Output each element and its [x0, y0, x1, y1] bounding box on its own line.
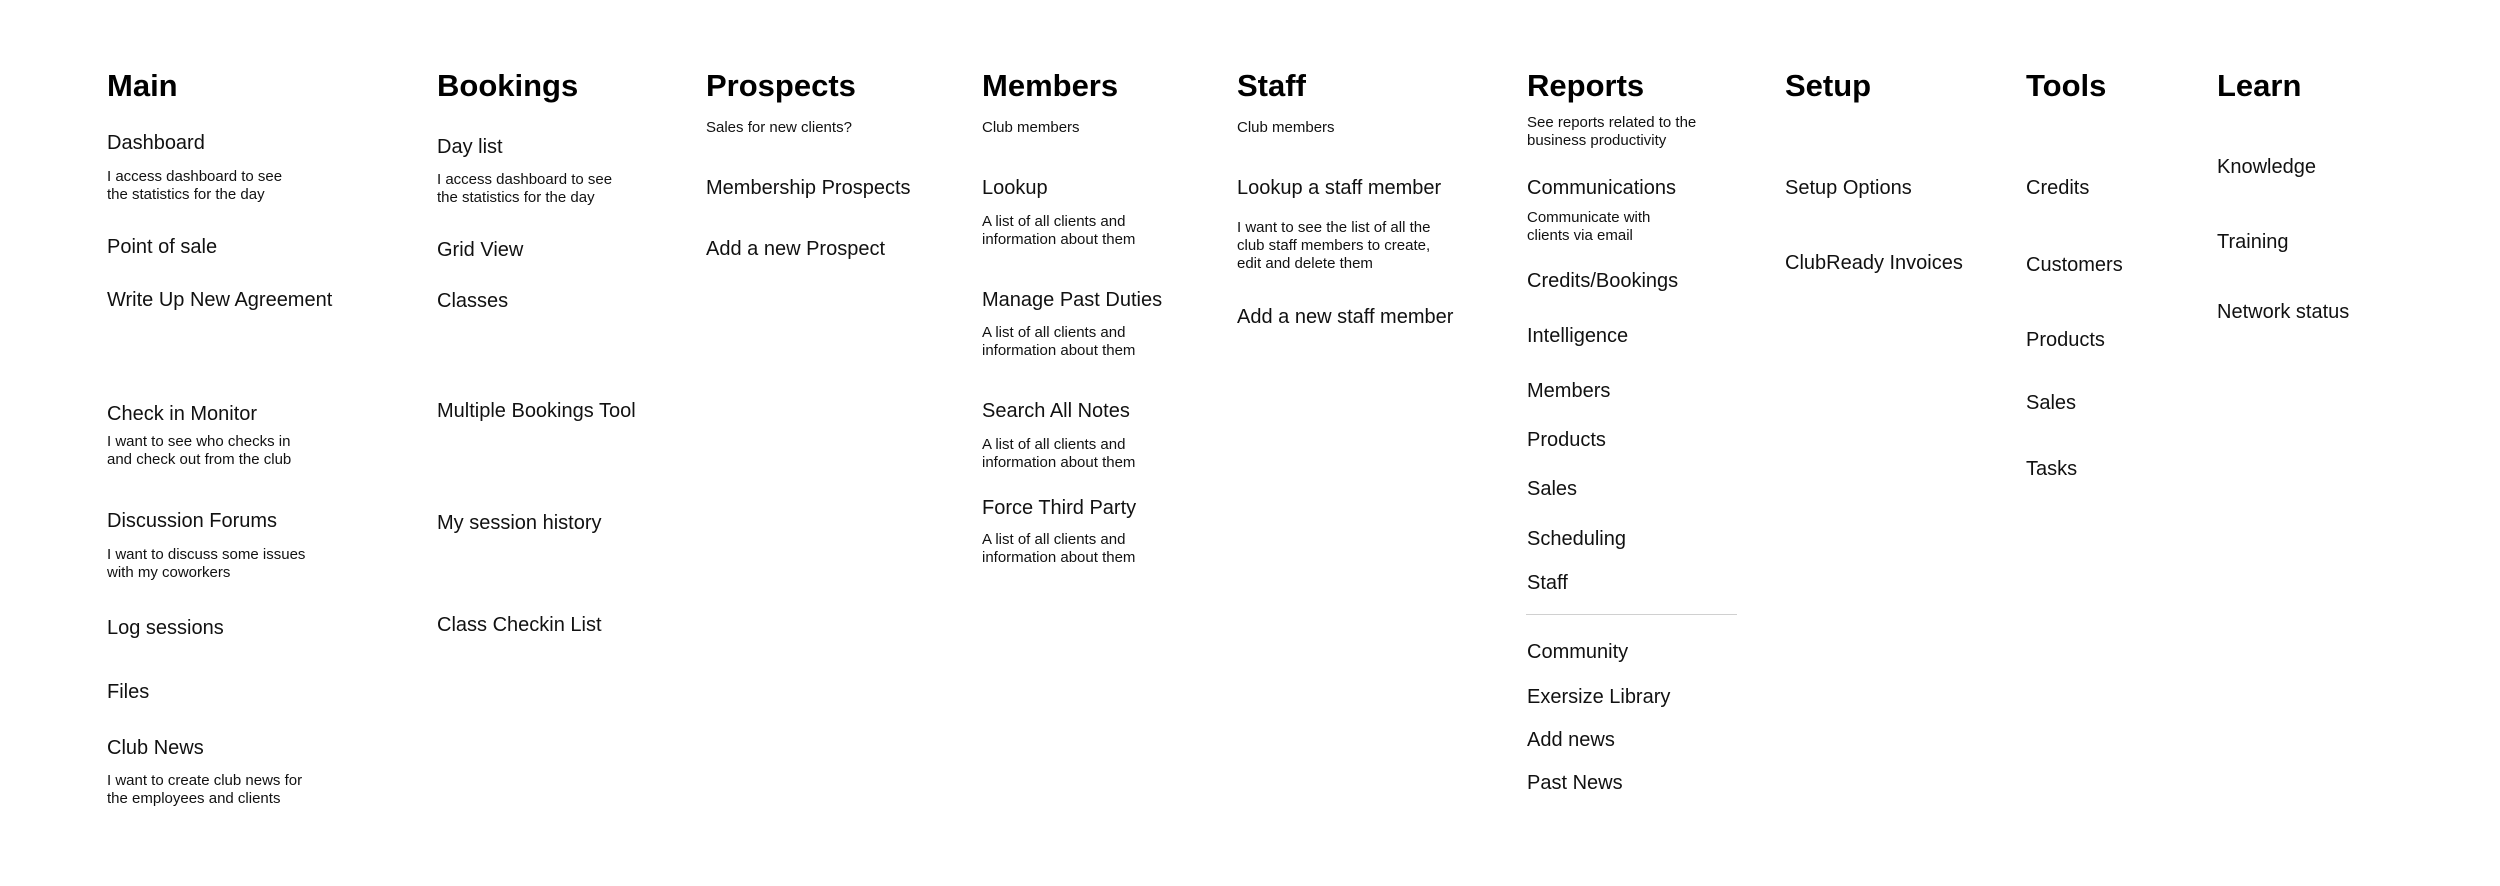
menu-item-learn-network-status[interactable]: Network status	[2217, 301, 2350, 323]
menu-item-description: I want to discuss some issues with my co…	[107, 546, 306, 581]
column-subtitle-members: Club members	[982, 119, 1080, 136]
menu-item-reports-exersize-library[interactable]: Exersize Library	[1527, 686, 1671, 708]
menu-item-reports-staff[interactable]: Staff	[1527, 572, 1568, 594]
menu-item-description: A list of all clients and information ab…	[982, 324, 1136, 359]
column-heading-prospects: Prospects	[706, 68, 856, 103]
menu-item-prospects-add-a-new-prospect[interactable]: Add a new Prospect	[706, 238, 885, 260]
menu-item-bookings-day-list[interactable]: Day list	[437, 136, 503, 158]
menu-item-learn-training[interactable]: Training	[2217, 231, 2289, 253]
menu-item-bookings-my-session-history[interactable]: My session history	[437, 512, 602, 534]
menu-item-description: I access dashboard to see the statistics…	[437, 171, 613, 206]
menu-item-main-discussion-forums[interactable]: Discussion Forums	[107, 510, 278, 532]
menu-item-description: Communicate with clients via email	[1527, 209, 1651, 244]
column-heading-members: Members	[982, 68, 1119, 103]
menu-item-description: I want to create club news for the emplo…	[107, 772, 303, 807]
menu-item-description: I access dashboard to see the statistics…	[107, 168, 283, 203]
menu-item-reports-past-news[interactable]: Past News	[1527, 772, 1623, 794]
column-heading-reports: Reports	[1527, 68, 1645, 103]
column-heading-learn: Learn	[2217, 68, 2302, 103]
menu-item-main-log-sessions[interactable]: Log sessions	[107, 617, 224, 639]
menu-item-bookings-multiple-bookings-tool[interactable]: Multiple Bookings Tool	[437, 400, 636, 422]
menu-item-bookings-grid-view[interactable]: Grid View	[437, 239, 524, 261]
menu-item-learn-knowledge[interactable]: Knowledge	[2217, 156, 2316, 178]
column-heading-bookings: Bookings	[437, 68, 579, 103]
menu-item-description: I want to see the list of all the club s…	[1237, 219, 1431, 272]
menu-item-members-force-third-party[interactable]: Force Third Party	[982, 497, 1137, 519]
column-subtitle-prospects: Sales for new clients?	[706, 119, 852, 136]
section-divider	[1526, 614, 1737, 615]
menu-item-tools-sales[interactable]: Sales	[2026, 392, 2077, 414]
menu-item-main-club-news[interactable]: Club News	[107, 737, 204, 759]
menu-item-description: I want to see who checks in and check ou…	[107, 433, 292, 468]
menu-item-members-manage-past-duties[interactable]: Manage Past Duties	[982, 289, 1163, 311]
column-heading-main: Main	[107, 68, 178, 103]
menu-item-prospects-membership-prospects[interactable]: Membership Prospects	[706, 177, 911, 199]
menu-item-reports-sales[interactable]: Sales	[1527, 478, 1578, 500]
menu-item-description: A list of all clients and information ab…	[982, 531, 1136, 566]
menu-item-tools-tasks[interactable]: Tasks	[2026, 458, 2078, 480]
menu-item-bookings-classes[interactable]: Classes	[437, 290, 509, 312]
menu-item-setup-setup-options[interactable]: Setup Options	[1785, 177, 1912, 199]
menu-item-tools-products[interactable]: Products	[2026, 329, 2105, 351]
menu-item-reports-add-news[interactable]: Add news	[1527, 729, 1615, 751]
column-subtitle-staff: Club members	[1237, 119, 1335, 136]
menu-item-main-check-in-monitor[interactable]: Check in Monitor	[107, 403, 258, 425]
menu-item-staff-lookup-a-staff-member[interactable]: Lookup a staff member	[1237, 177, 1442, 199]
menu-item-main-point-of-sale[interactable]: Point of sale	[107, 236, 218, 258]
menu-item-reports-credits-bookings[interactable]: Credits/Bookings	[1527, 270, 1679, 292]
menu-item-reports-members[interactable]: Members	[1527, 380, 1611, 402]
column-heading-setup: Setup	[1785, 68, 1872, 103]
menu-item-reports-intelligence[interactable]: Intelligence	[1527, 325, 1629, 347]
menu-item-main-files[interactable]: Files	[107, 681, 150, 703]
menu-item-main-write-up-new-agreement[interactable]: Write Up New Agreement	[107, 289, 333, 311]
column-heading-tools: Tools	[2026, 68, 2107, 103]
menu-item-reports-community[interactable]: Community	[1527, 641, 1629, 663]
menu-item-tools-customers[interactable]: Customers	[2026, 254, 2123, 276]
menu-item-tools-credits[interactable]: Credits	[2026, 177, 2090, 199]
menu-item-reports-products[interactable]: Products	[1527, 429, 1606, 451]
menu-item-setup-clubready-invoices[interactable]: ClubReady Invoices	[1785, 252, 1963, 274]
column-subtitle-reports: See reports related to the business prod…	[1527, 114, 1697, 149]
menu-item-members-lookup[interactable]: Lookup	[982, 177, 1048, 199]
menu-item-main-dashboard[interactable]: Dashboard	[107, 132, 205, 154]
menu-item-description: A list of all clients and information ab…	[982, 213, 1136, 248]
menu-item-members-search-all-notes[interactable]: Search All Notes	[982, 400, 1130, 422]
menu-item-reports-communications[interactable]: Communications	[1527, 177, 1676, 199]
menu-item-reports-scheduling[interactable]: Scheduling	[1527, 528, 1626, 550]
menu-item-staff-add-a-new-staff-member[interactable]: Add a new staff member	[1237, 306, 1454, 328]
column-heading-staff: Staff	[1237, 68, 1306, 103]
menu-item-bookings-class-checkin-list[interactable]: Class Checkin List	[437, 614, 602, 636]
menu-item-description: A list of all clients and information ab…	[982, 436, 1136, 471]
